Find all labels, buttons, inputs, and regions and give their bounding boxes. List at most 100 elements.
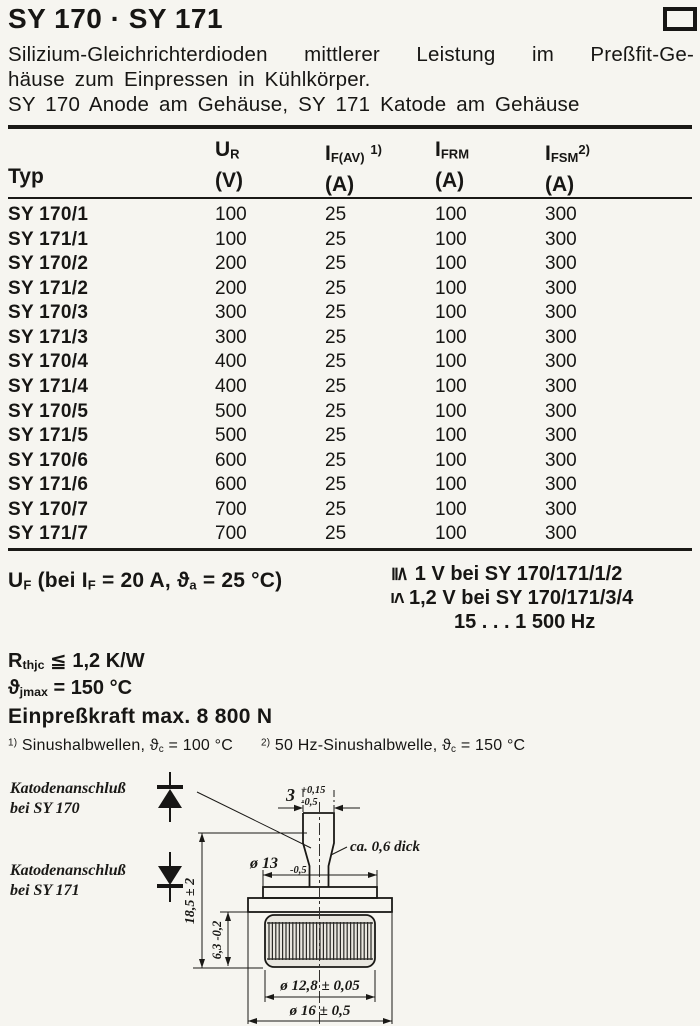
- col-header-ifav: IF(AV) 1) (A): [325, 136, 382, 198]
- table-row: SY 170/3 300 25 100 300: [8, 301, 692, 326]
- press-force-line: Einpreßkraft max. 8 800 N: [8, 705, 273, 728]
- col-header-typ: Typ: [8, 165, 44, 188]
- cell-ifrm: 100: [435, 474, 467, 496]
- col-header-ifrm: IFRM (A): [435, 136, 469, 194]
- cathode-label-sy170: Katodenanschluß: [9, 780, 126, 797]
- cell-ifsm: 300: [545, 277, 577, 299]
- table-body: SY 170/1 100 25 100 300 SY 171/1 100 25 100 300 SY…: [8, 203, 692, 547]
- dim-tab-tol-plus: +0,15: [301, 785, 325, 796]
- cell-ur: 500: [215, 400, 247, 422]
- col-header-ur: UR (V): [215, 136, 243, 194]
- cell-ur: 100: [215, 204, 247, 225]
- footnote-1-marker: 1): [8, 737, 18, 749]
- cell-ifrm: 100: [435, 351, 467, 373]
- divider-header: [8, 197, 692, 199]
- cell-ifrm: 100: [435, 400, 467, 422]
- table-row: SY 171/2 200 25 100 300: [8, 277, 692, 302]
- cell-ifsm: 300: [545, 351, 577, 373]
- description-line: Silizium-Gleichrichterdioden mittlerer L…: [8, 43, 694, 66]
- cell-ifrm: 100: [435, 449, 467, 471]
- tjmax-line: ϑjmax = 150 °C: [8, 677, 133, 700]
- cell-typ: SY 170/7: [8, 498, 89, 520]
- cathode-label-sy171: Katodenanschluß: [9, 862, 126, 879]
- cell-typ: SY 171/2: [8, 277, 89, 299]
- cell-ifsm: 300: [545, 449, 577, 471]
- dim-tab-tol-minus: -0,5: [301, 797, 318, 808]
- cell-ur: 200: [215, 277, 247, 299]
- cell-ur: 500: [215, 425, 247, 447]
- cell-ifav: 25: [325, 351, 347, 373]
- cell-typ: SY 171/7: [8, 523, 89, 545]
- cell-ifsm: 300: [545, 498, 577, 520]
- cell-typ: SY 171/4: [8, 375, 89, 397]
- less-equal-icon: ≦: [389, 565, 412, 583]
- cell-ifav: 25: [325, 425, 347, 447]
- cell-typ: SY 171/5: [8, 425, 89, 447]
- col-header-ifsm: IFSM2) (A): [545, 136, 590, 198]
- cell-ifav: 25: [325, 498, 347, 520]
- cell-typ: SY 170/3: [8, 302, 89, 324]
- rectangle-outline-icon: [663, 7, 697, 31]
- cell-ifsm: 300: [545, 253, 577, 275]
- dimension-arrowheads: [199, 804, 392, 1024]
- cathode-label-sy170-type: bei SY 170: [10, 800, 80, 817]
- uf-limits: ≦ 1 V bei SY 170/171/1/2 ≤1,2 V bei SY 17…: [386, 562, 634, 634]
- col-header-symbol: IF(AV) 1): [325, 141, 382, 166]
- cell-ifrm: 100: [435, 375, 467, 397]
- cell-ifsm: 300: [545, 326, 577, 348]
- cell-ifsm: 300: [545, 302, 577, 324]
- cell-ifav: 25: [325, 228, 347, 250]
- package-drawing: Katodenanschluß bei SY 170 Katodenanschl…: [9, 772, 420, 1024]
- table-row: SY 171/6 600 25 100 300: [8, 473, 692, 498]
- cell-ur: 700: [215, 523, 247, 545]
- cell-ur: 400: [215, 375, 247, 397]
- cell-ur: 300: [215, 302, 247, 324]
- col-header-symbol: UR: [215, 138, 240, 162]
- divider-table-bottom: [8, 548, 692, 551]
- cell-ifrm: 100: [435, 326, 467, 348]
- uf-limit-2: ≤1,2 V bei SY 170/171/3/4: [386, 587, 634, 609]
- cell-ur: 600: [215, 474, 247, 496]
- description-line: SY 170 Anode am Gehäuse, SY 171 Katode a…: [8, 93, 580, 116]
- cell-ifrm: 100: [435, 498, 467, 520]
- table-row: SY 171/5 500 25 100 300: [8, 424, 692, 449]
- cell-ur: 100: [215, 228, 247, 250]
- cell-typ: SY 170/2: [8, 253, 89, 275]
- dim-height-total: 18,5 ± 2: [183, 878, 198, 924]
- col-header-unit: (A): [325, 173, 355, 197]
- cell-ur: 300: [215, 326, 247, 348]
- cell-ifsm: 300: [545, 204, 577, 225]
- cell-ifrm: 100: [435, 228, 467, 250]
- tab-outline: [302, 812, 335, 887]
- dim-d128: ø 12,8 ± 0,05: [279, 978, 360, 994]
- dim-d16: ø 16 ± 0,5: [289, 1003, 351, 1019]
- uf-parameter-line: UF (bei IF = 20 A, ϑa = 25 °C): [8, 569, 283, 593]
- col-header-unit: (V): [215, 169, 243, 193]
- cell-ifav: 25: [325, 400, 347, 422]
- cell-ifrm: 100: [435, 277, 467, 299]
- cell-ifsm: 300: [545, 474, 577, 496]
- frequency-range: 15 . . . 1 500 Hz: [454, 611, 596, 633]
- cell-typ: SY 170/1: [8, 204, 89, 225]
- table-row: SY 171/7 700 25 100 300: [8, 522, 692, 547]
- footnote-2-marker: 2): [261, 737, 271, 749]
- dim-d13: ø 13: [249, 855, 278, 872]
- cell-ifav: 25: [325, 326, 347, 348]
- cell-ifav: 25: [325, 474, 347, 496]
- table-row: SY 170/7 700 25 100 300: [8, 498, 692, 523]
- cell-ifrm: 100: [435, 253, 467, 275]
- dim-d13-tol: -0,5: [290, 865, 307, 876]
- col-header-symbol: IFSM2): [545, 141, 590, 166]
- table-row: SY 170/6 600 25 100 300: [8, 449, 692, 474]
- cell-typ: SY 170/6: [8, 449, 89, 471]
- table-row: SY 170/5 500 25 100 300: [8, 400, 692, 425]
- table-row: SY 171/1 100 25 100 300: [8, 228, 692, 253]
- leader-line-thickness: [330, 846, 348, 856]
- cell-typ: SY 170/5: [8, 400, 89, 422]
- table-row: SY 171/3 300 25 100 300: [8, 326, 692, 351]
- page-title: SY 170 · SY 171: [8, 3, 224, 34]
- cell-ifsm: 300: [545, 523, 577, 545]
- cell-ifsm: 300: [545, 425, 577, 447]
- description-line: häuse zum Einpressen in Kühlkörper.: [8, 68, 371, 91]
